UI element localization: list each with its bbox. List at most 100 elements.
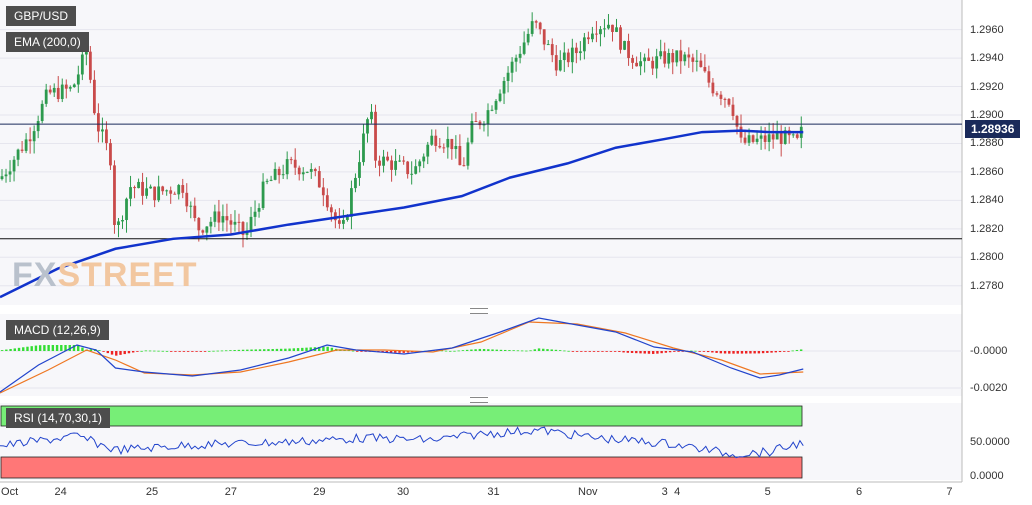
candle-body [438,145,442,148]
candle-body [181,185,185,193]
macd-histogram-bar [22,347,25,351]
candle-body [329,207,333,213]
date-axis-label: 7 [946,486,953,498]
macd-histogram-bar [546,349,549,351]
macd-signal-line [0,321,804,394]
macd-histogram-bar [89,349,93,351]
price-axis-tick: 1.2780 [970,279,1004,292]
macd-histogram-bar [224,350,228,352]
ema-indicator-label[interactable]: EMA (200,0) [6,32,89,52]
rsi-indicator-label[interactable]: RSI (14,70,30,1) [6,408,111,428]
macd-histogram-bar [706,351,710,353]
candle-body [723,98,727,100]
macd-histogram-bar [647,351,651,354]
date-axis-label: Nov [578,486,598,498]
macd-histogram-bar [499,349,503,351]
macd-histogram-bar [605,351,608,352]
candle-body [237,221,241,223]
candle-body [582,37,586,52]
macd-histogram-bar [254,349,257,351]
candle-body [309,169,313,172]
pane-splitter-2[interactable] [470,397,488,403]
macd-histogram-bar [571,351,575,352]
macd-histogram-bar [123,351,126,355]
pane-splitter-1[interactable] [470,308,488,314]
macd-histogram-bar [635,351,638,354]
price-axis-tick: 1.2860 [970,165,1004,178]
candle-body [586,37,590,40]
macd-histogram-bar [554,349,558,351]
date-axis-label: 30 [396,486,410,498]
macd-histogram-bar [766,351,769,353]
candle-body [498,93,502,101]
candle-body [683,54,687,62]
candle-body [28,139,32,142]
macd-histogram-bar [110,351,114,355]
candle-body [378,160,381,166]
candle-body [121,220,124,222]
candle-body [554,55,558,71]
candle-body [72,84,76,88]
candle-body [60,84,64,100]
price-pane[interactable] [0,0,962,305]
candle-body [105,129,108,144]
macd-histogram-bar [702,351,706,352]
macd-histogram-bar [584,351,587,352]
candle-body [775,133,779,140]
price-axis-tick: 1.2900 [970,109,1004,121]
macd-histogram-bar [660,351,663,354]
macd-histogram-bar [728,351,731,354]
candle-body [446,138,450,148]
candle-body [32,131,36,142]
macd-histogram-bar [482,348,486,351]
candle-body [795,134,799,138]
macd-histogram-bar [542,348,545,351]
candle-body [639,61,643,67]
rsi-axis-tick: 0.0000 [970,470,1004,482]
candle-body [647,57,651,61]
macd-histogram-bar [487,349,490,351]
date-axis-label: 3 [661,486,668,498]
candle-body [771,134,775,140]
macd-histogram-bar [55,345,59,351]
macd-pane[interactable] [0,314,962,396]
macd-histogram-bar [567,350,570,352]
macd-histogram-bar [744,351,748,354]
macd-histogram-bar [723,351,727,354]
candle-body [414,166,418,174]
macd-histogram-bar [588,351,591,352]
macd-indicator-label[interactable]: MACD (12,26,9) [6,320,109,340]
macd-histogram-bar [681,351,684,352]
candle-body [426,144,430,157]
macd-histogram-bar [195,351,198,352]
macd-histogram-bar [347,350,350,352]
macd-histogram-bar [186,351,190,352]
candle-body [458,146,462,166]
symbol-label[interactable]: GBP/USD [6,6,77,26]
candle-body [249,216,253,231]
macd-histogram-bar [153,350,156,352]
candle-body [213,211,217,222]
rsi-axis-tick: 50.0000 [970,436,1010,448]
macd-histogram-bar [449,350,452,352]
candle-body [277,168,281,176]
macd-histogram-bar [453,350,456,352]
ema-200-line [0,129,804,299]
candle-body [410,173,414,175]
macd-histogram-bar [664,351,668,353]
candle-body [570,47,574,63]
candle-body [659,51,663,57]
macd-axis-tick: -0.0020 [970,382,1008,394]
candle-body [478,121,482,126]
macd-histogram-bar [220,350,224,352]
candle-body [16,149,20,160]
candle-body [273,168,277,180]
candle-body [354,177,357,189]
macd-histogram-bar [301,347,304,351]
candle-body [751,135,755,142]
candle-body [522,42,526,54]
candle-body [623,40,626,50]
candle-body [691,57,695,62]
macd-histogram-bar [643,351,646,354]
